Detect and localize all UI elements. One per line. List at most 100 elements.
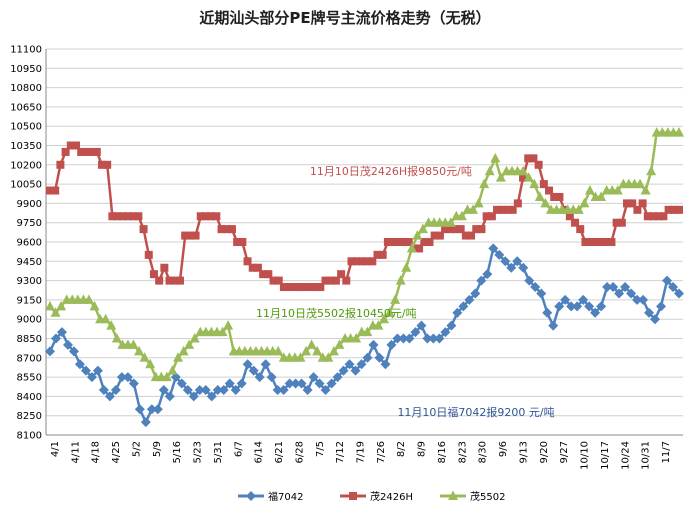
data-point [623, 199, 632, 208]
data-point [451, 225, 460, 234]
data-point [445, 217, 456, 227]
data-point [368, 339, 379, 350]
data-point [458, 301, 469, 312]
x-tick-label: 10/17 [600, 441, 611, 470]
data-point [134, 212, 143, 221]
data-point [181, 231, 190, 240]
data-point [399, 238, 408, 246]
x-tick-label: 8/16 [437, 441, 448, 463]
data-point [314, 378, 325, 389]
data-point [650, 314, 661, 325]
data-point [161, 371, 172, 382]
data-point [144, 250, 153, 259]
data-point [506, 262, 517, 273]
data-point [118, 212, 127, 221]
data-point [669, 205, 678, 214]
x-tick-label: 5/31 [213, 441, 224, 463]
data-point [464, 294, 475, 305]
series-triangle [45, 127, 684, 382]
legend-marker [246, 491, 256, 501]
data-point [602, 238, 611, 246]
data-point [254, 372, 265, 383]
data-point [498, 205, 507, 214]
data-point [362, 326, 373, 337]
data-point [284, 378, 295, 389]
data-point [565, 212, 574, 221]
data-point [290, 283, 299, 292]
data-point [66, 141, 75, 150]
data-point [487, 212, 496, 221]
data-point [380, 359, 391, 370]
data-point [320, 384, 331, 395]
data-point [441, 225, 450, 234]
data-point [113, 212, 122, 221]
data-point [152, 404, 163, 415]
x-tick-label: 11/7 [661, 441, 672, 463]
legend-label: 茂5502 [470, 490, 505, 503]
x-tick-label: 5/2 [131, 441, 142, 457]
data-point [274, 276, 283, 285]
data-point [416, 320, 427, 331]
legend: 福7042 茂2426H 茂5502 [238, 490, 505, 503]
data-point [182, 384, 193, 395]
data-point [675, 205, 683, 214]
data-point [674, 288, 684, 299]
data-point [649, 212, 658, 221]
data-point [50, 333, 61, 344]
data-point [170, 276, 179, 285]
legend-item: 茂2426H [340, 490, 413, 503]
data-point [373, 320, 384, 330]
chart-title: 近期汕头部分PE牌号主流价格走势（无税） [199, 9, 490, 27]
y-axis: 8100 8250 8400 8550 8700 8850 9000 9150 9300 9450… [10, 45, 47, 442]
x-axis: 4/1 4/11 4/18 4/25 5/2 5/9 5/16 5/23 5/31 6/7 6/14… [46, 434, 683, 470]
x-tick-label: 9/27 [559, 441, 570, 463]
data-point [129, 212, 138, 221]
data-point [524, 275, 535, 286]
data-point [614, 288, 625, 299]
y-tick-label: 10200 [10, 160, 42, 171]
y-tick-label: 9750 [17, 218, 42, 229]
data-point [456, 210, 467, 221]
data-point [579, 197, 590, 208]
data-point [217, 225, 226, 234]
data-point [633, 205, 642, 214]
data-point [80, 365, 91, 376]
x-tick-label: 5/23 [193, 441, 204, 463]
data-point [178, 345, 189, 356]
data-point [311, 283, 320, 292]
x-tick-label: 4/25 [111, 441, 122, 463]
data-point [108, 212, 117, 221]
data-point [415, 244, 424, 253]
data-point [68, 346, 79, 357]
data-point [500, 256, 511, 267]
data-point [278, 384, 289, 395]
legend-marker [349, 492, 357, 500]
data-point [548, 320, 559, 331]
data-point [662, 275, 673, 286]
data-point [674, 127, 684, 137]
y-tick-label: 9300 [17, 276, 42, 287]
data-point [620, 282, 631, 293]
data-point [452, 307, 463, 318]
x-tick-label: 10/31 [641, 441, 652, 470]
y-tick-label: 8250 [17, 411, 42, 422]
data-point [479, 178, 490, 189]
data-point [326, 276, 335, 285]
data-point [186, 231, 195, 240]
data-point [103, 160, 112, 169]
data-point [331, 276, 340, 285]
data-point [342, 276, 351, 285]
data-point [334, 339, 345, 349]
data-point [92, 147, 101, 156]
data-point [523, 172, 534, 182]
data-point [571, 218, 580, 227]
data-point [344, 359, 355, 370]
data-point [536, 288, 547, 299]
x-tick-label: 8/23 [457, 441, 468, 463]
data-point [207, 212, 216, 221]
data-point [362, 352, 373, 363]
data-point [160, 263, 169, 272]
data-point [656, 301, 667, 312]
data-point [493, 205, 502, 214]
data-point [659, 212, 668, 221]
